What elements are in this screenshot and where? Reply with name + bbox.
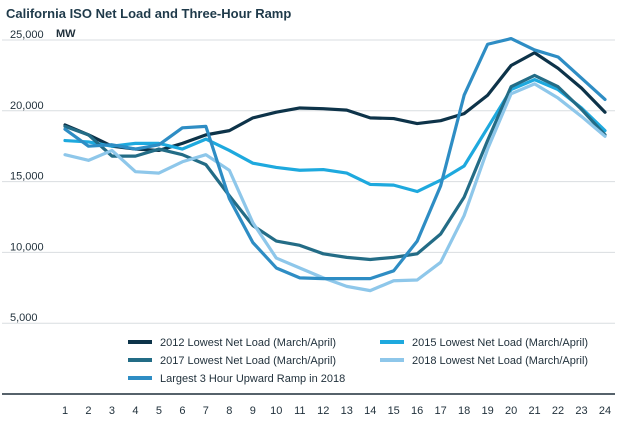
legend-label-0: 2012 Lowest Net Load (March/April) [160,337,336,349]
x-tick-label: 23 [575,405,587,417]
series-lines [63,36,607,293]
x-tick-label: 20 [505,405,517,417]
x-tick-label: 13 [341,405,353,417]
y-tick-label: 10,000 [10,241,44,253]
x-tick-label: 8 [226,405,232,417]
x-tick-label: 14 [364,405,376,417]
x-tick-label: 15 [388,405,400,417]
y-tick-label: 5,000 [10,312,38,324]
series-line-3 [63,82,607,293]
y-tick-label: 20,000 [10,100,44,112]
x-tick-label: 5 [156,405,162,417]
series-line-4 [63,36,607,281]
x-tick-label: 1 [62,405,68,417]
x-tick-label: 11 [294,405,305,417]
x-tick-label: 22 [552,405,564,417]
series-line-0 [63,51,607,153]
series-line-1 [63,78,607,194]
legend-label-4: Largest 3 Hour Upward Ramp in 2018 [160,373,345,385]
gridlines [2,39,615,324]
x-tick-label: 7 [203,405,209,417]
y-axis-unit-label: MW [56,28,76,40]
x-tick-label: 18 [458,405,470,417]
legend-label-3: 2018 Lowest Net Load (March/April) [412,355,588,367]
x-tick-label: 17 [435,405,447,417]
x-tick-label: 3 [109,405,115,417]
x-tick-label: 4 [132,405,138,417]
x-tick-label: 2 [85,405,91,417]
x-axis-ticks: 1 2 3 4 5 6 7 8 9 10 11 12 13 14 15 16 17 18 19 20 21 22 23 24 [62,405,611,417]
series-line-2 [63,73,607,262]
x-tick-label: 21 [528,405,540,417]
x-tick-label: 9 [250,405,256,417]
y-tick-label: 25,000 [10,29,44,41]
legend-label-1: 2015 Lowest Net Load (March/April) [412,337,588,349]
x-tick-label: 19 [481,405,493,417]
x-tick-label: 24 [599,405,611,417]
legend-label-2: 2017 Lowest Net Load (March/April) [160,355,336,367]
chart-title: California ISO Net Load and Three-Hour R… [6,6,291,21]
x-tick-label: 16 [411,405,423,417]
x-tick-label: 10 [270,405,282,417]
y-tick-label: 15,000 [10,171,44,183]
legend: 2012 Lowest Net Load (March/April) 2015 L… [128,337,588,385]
x-tick-label: 6 [179,405,185,417]
y-axis-ticks: 5,000 10,000 15,000 20,000 25,000 [10,29,44,324]
x-tick-label: 12 [317,405,329,417]
